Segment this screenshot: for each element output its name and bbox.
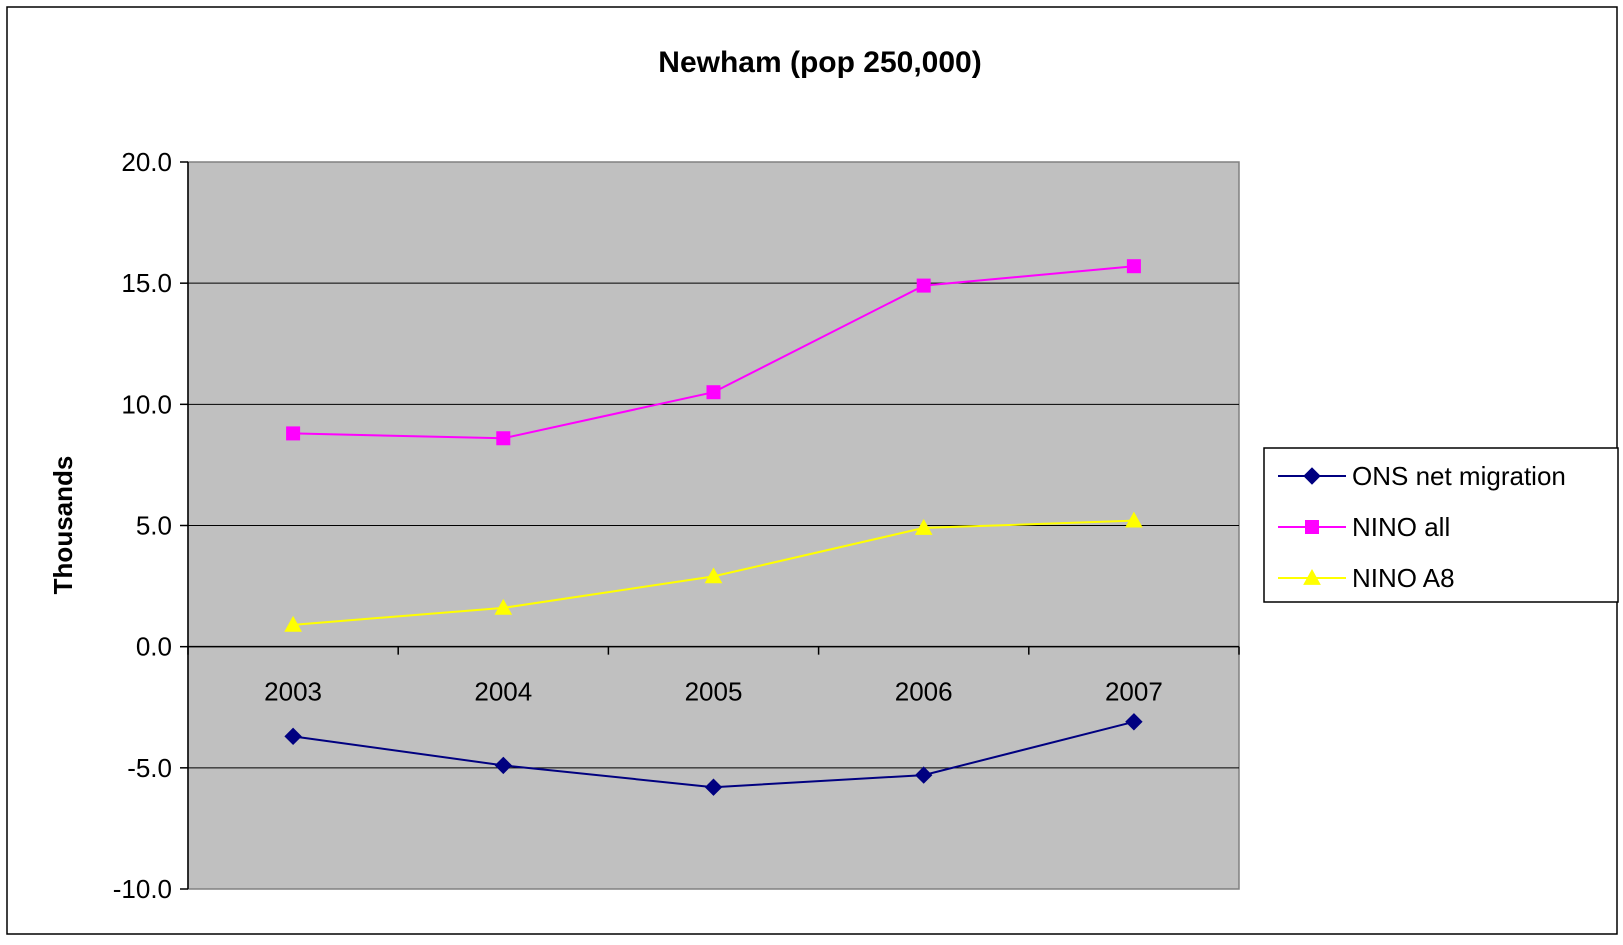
data-point bbox=[1127, 260, 1140, 273]
legend: ONS net migration NINO all NINO A8 bbox=[1264, 448, 1618, 602]
y-tick-label: 15.0 bbox=[121, 268, 172, 298]
legend-label: ONS net migration bbox=[1352, 461, 1566, 491]
x-tick-label: 2004 bbox=[474, 677, 532, 707]
y-tick-label: 5.0 bbox=[136, 511, 172, 541]
data-point bbox=[707, 386, 720, 399]
legend-label: NINO all bbox=[1352, 512, 1450, 542]
y-tick-label: -5.0 bbox=[127, 753, 172, 783]
x-tick-label: 2003 bbox=[264, 677, 322, 707]
y-axis-label: Thousands bbox=[48, 456, 78, 595]
y-tick-label: 20.0 bbox=[121, 147, 172, 177]
y-tick-label: 10.0 bbox=[121, 389, 172, 419]
x-tick-label: 2007 bbox=[1105, 677, 1163, 707]
x-tick-label: 2005 bbox=[685, 677, 743, 707]
data-point bbox=[287, 427, 300, 440]
data-point bbox=[917, 279, 930, 292]
chart-title: Newham (pop 250,000) bbox=[658, 46, 981, 79]
legend-marker bbox=[1306, 521, 1319, 534]
y-tick-label: -10.0 bbox=[113, 874, 172, 904]
data-point bbox=[497, 432, 510, 445]
x-tick-label: 2006 bbox=[895, 677, 953, 707]
y-tick-label: 0.0 bbox=[136, 632, 172, 662]
legend-label: NINO A8 bbox=[1352, 563, 1455, 593]
